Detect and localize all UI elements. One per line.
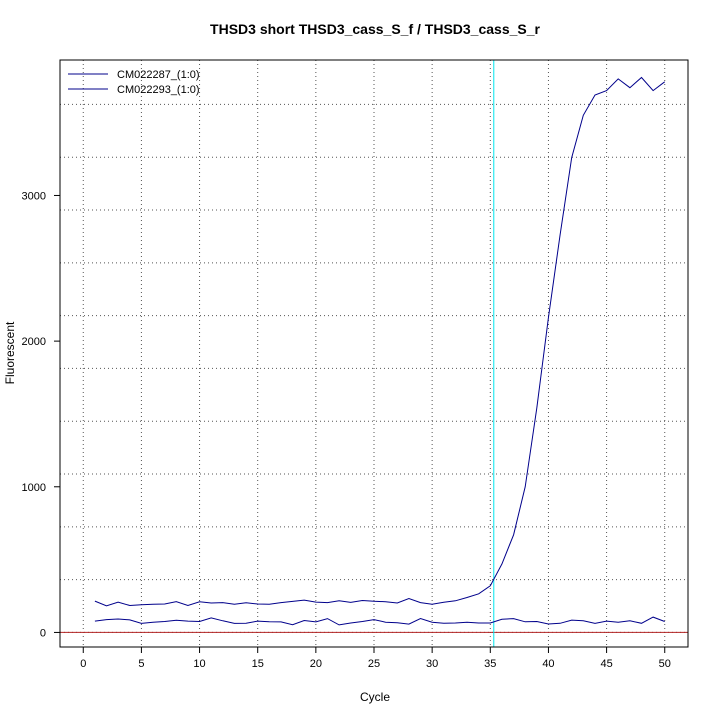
x-tick-label: 40: [542, 658, 554, 670]
x-tick-label: 50: [659, 658, 671, 670]
y-tick-label: 2000: [22, 336, 46, 348]
legend-entry: CM022293_(1:0): [117, 84, 200, 96]
x-tick-label: 20: [310, 658, 322, 670]
y-tick-label: 1000: [22, 482, 46, 494]
x-axis: 0 5 10 15 20 25 30 35 40 45 50: [80, 647, 671, 670]
x-tick-label: 10: [193, 658, 205, 670]
legend: CM022287_(1:0) CM022293_(1:0): [68, 69, 200, 96]
y-tick-label: 3000: [22, 190, 46, 202]
chart-title: THSD3 short THSD3_cass_S_f / THSD3_cass_…: [210, 21, 540, 37]
reference-lines: [60, 60, 688, 647]
series-line-2: [94, 616, 665, 626]
y-axis: 0 1000 2000 3000: [22, 190, 60, 639]
x-tick-label: 0: [80, 658, 86, 670]
x-tick-label: 5: [138, 658, 144, 670]
x-tick-label: 45: [600, 658, 612, 670]
x-tick-label: 25: [368, 658, 380, 670]
x-tick-label: 35: [484, 658, 496, 670]
series-line-1: [94, 76, 666, 607]
y-axis-label: Fluorescent: [3, 321, 17, 384]
x-tick-label: 15: [252, 658, 264, 670]
legend-entry: CM022287_(1:0): [117, 69, 200, 81]
y-tick-label: 0: [40, 627, 46, 639]
x-tick-label: 30: [426, 658, 438, 670]
series-lines: [94, 76, 666, 626]
x-axis-label: Cycle: [360, 690, 390, 704]
